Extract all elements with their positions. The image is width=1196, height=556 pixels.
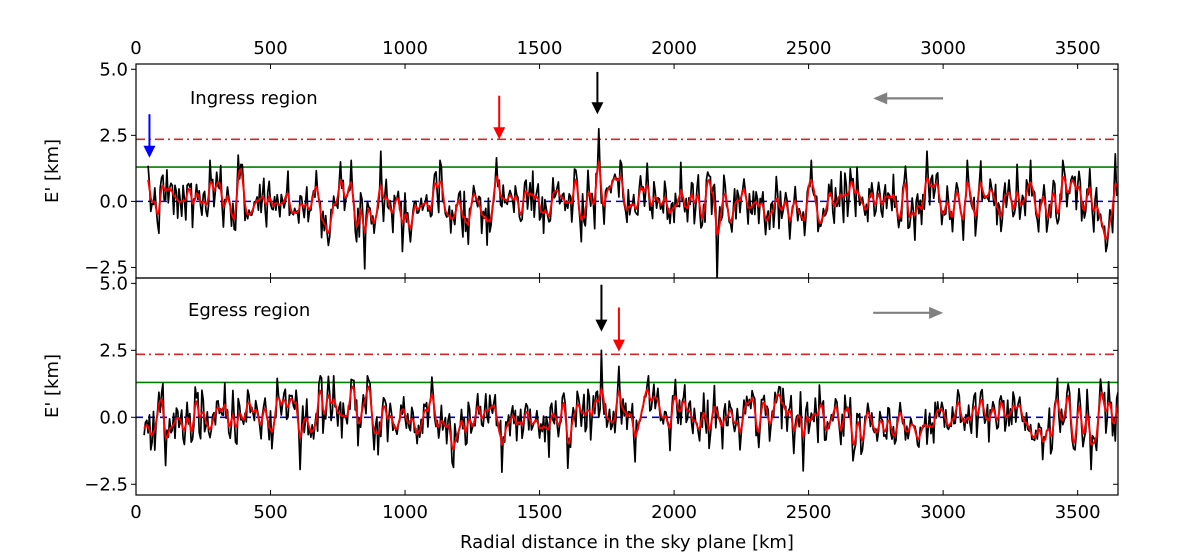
y-tick-label: −2.5 bbox=[84, 257, 128, 278]
y-axis-label: E' [km] bbox=[42, 139, 63, 203]
y-tick-label: −2.5 bbox=[84, 474, 128, 495]
red-arrow bbox=[612, 307, 625, 352]
series-smoothed-line bbox=[147, 160, 1118, 241]
x-tick-label: 3500 bbox=[1055, 502, 1101, 523]
x-tick-label: 3000 bbox=[920, 502, 966, 523]
event-markers bbox=[143, 71, 944, 158]
y-tick-label: 2.5 bbox=[99, 125, 128, 146]
y-tick-label: 0.0 bbox=[99, 407, 128, 428]
direction-arrow bbox=[873, 92, 944, 105]
x-tick-label: 500 bbox=[253, 502, 287, 523]
x-tick-label: 0 bbox=[130, 502, 141, 523]
reference-lines bbox=[136, 353, 1118, 419]
event-markers bbox=[595, 284, 944, 352]
x-tick-label: 1500 bbox=[517, 502, 563, 523]
x-tick-label-top: 1500 bbox=[517, 38, 563, 59]
y-axis-label: E' [km] bbox=[42, 354, 63, 418]
panel-ingress: −2.5 0.0 2.5 5.00 500 1000 1500 2000 2500 3000 350… bbox=[42, 38, 1119, 279]
x-tick-label-top: 2000 bbox=[651, 38, 697, 59]
x-tick-label: 2000 bbox=[651, 502, 697, 523]
x-tick-label-top: 500 bbox=[253, 38, 287, 59]
x-tick-label-top: 0 bbox=[130, 38, 141, 59]
x-tick-label-top: 3000 bbox=[920, 38, 966, 59]
data-series bbox=[143, 349, 1118, 474]
axis-ticks: −2.5 0.0 2.5 5.0 0 500 1000 1500 2000 2500 3000 350… bbox=[84, 273, 1118, 523]
direction-arrow bbox=[873, 306, 944, 319]
series-raw-line bbox=[147, 127, 1118, 278]
x-axis-label: Radial distance in the sky plane [km] bbox=[460, 532, 794, 553]
x-tick-label: 2500 bbox=[786, 502, 832, 523]
black-arrow bbox=[591, 71, 604, 115]
y-tick-label: 5.0 bbox=[99, 273, 128, 294]
panel-annotation: Egress region bbox=[188, 300, 310, 321]
panel-annotation: Ingress region bbox=[190, 88, 318, 109]
x-tick-label-top: 2500 bbox=[786, 38, 832, 59]
data-series bbox=[147, 127, 1118, 278]
y-tick-label: 2.5 bbox=[99, 340, 128, 361]
blue-arrow bbox=[143, 114, 156, 158]
axes-frame bbox=[135, 277, 1119, 496]
x-tick-label-top: 1000 bbox=[382, 38, 428, 59]
red-arrow bbox=[493, 95, 506, 140]
y-tick-label: 0.0 bbox=[99, 191, 128, 212]
x-tick-label-top: 3500 bbox=[1055, 38, 1101, 59]
series-smoothed-line bbox=[143, 385, 1118, 451]
black-arrow bbox=[595, 284, 608, 332]
y-tick-label: 5.0 bbox=[99, 59, 128, 80]
axis-ticks: −2.5 0.0 2.5 5.00 500 1000 1500 2000 2500 3000 350… bbox=[84, 38, 1118, 278]
x-tick-label: 1000 bbox=[382, 502, 428, 523]
panel-egress: −2.5 0.0 2.5 5.0 0 500 1000 1500 2000 2500 3000 350… bbox=[42, 273, 1119, 553]
